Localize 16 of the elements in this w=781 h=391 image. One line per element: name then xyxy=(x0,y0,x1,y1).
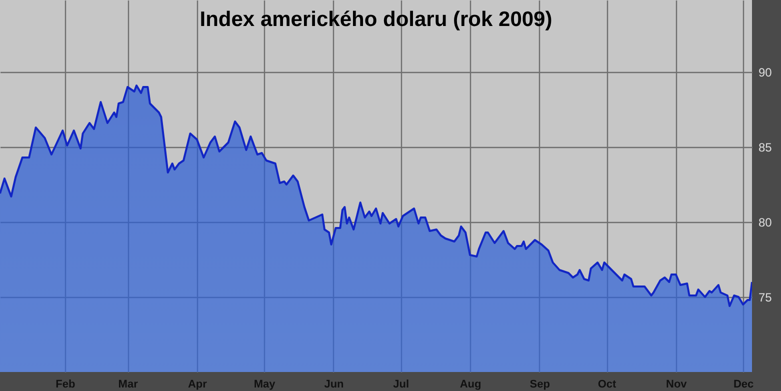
x-tick-label: Jul xyxy=(393,378,410,390)
x-tick-label: Oct xyxy=(598,378,617,390)
x-tick-label: Nov xyxy=(666,378,688,390)
y-tick-label: 85 xyxy=(758,140,772,154)
x-tick-label: Sep xyxy=(530,378,550,390)
chart-title: Index amerického dolaru (rok 2009) xyxy=(200,8,552,31)
y-tick-label: 90 xyxy=(758,66,772,80)
x-tick-label: Mar xyxy=(118,378,139,390)
x-tick-label: May xyxy=(254,378,276,390)
y-tick-label: 80 xyxy=(758,216,772,230)
x-tick-label: Aug xyxy=(460,378,482,390)
x-tick-label: Jun xyxy=(324,378,344,390)
x-tick-label: Apr xyxy=(188,378,208,390)
x-tick-label: Dec xyxy=(733,378,754,390)
y-tick-label: 75 xyxy=(758,290,772,304)
x-tick-label: Feb xyxy=(56,378,76,390)
